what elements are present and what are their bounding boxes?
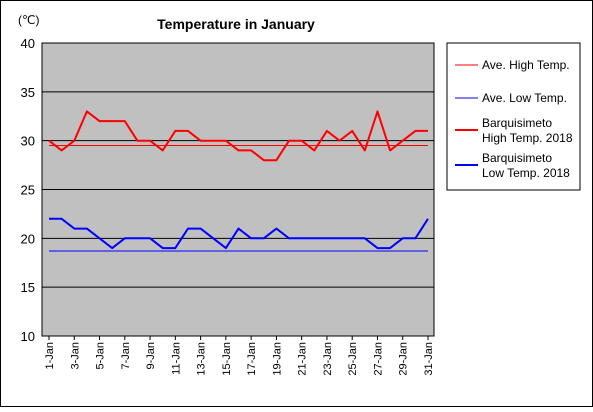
legend-label: Ave. High Temp. <box>482 58 570 72</box>
y-tick-label: 40 <box>21 36 35 51</box>
x-tick-label: 1-Jan <box>44 342 56 370</box>
unit-label: (℃) <box>18 13 39 27</box>
series-lines <box>48 110 429 252</box>
x-axis-ticks: 1-Jan 3-Jan 5-Jan 7-Jan 9-Jan 11-Jan 13-Jan 15-… <box>44 336 435 376</box>
y-axis-ticks: 10 15 20 25 30 35 40 <box>21 36 35 344</box>
series-line <box>48 110 428 162</box>
legend-label: High Temp. 2018 <box>482 131 573 145</box>
legend-label: Barquisimeto <box>482 116 552 130</box>
x-tick-label: 17-Jan <box>246 342 258 376</box>
legend-label: Ave. Low Temp. <box>482 91 567 105</box>
x-tick-label: 25-Jan <box>347 342 359 376</box>
x-tick-label: 9-Jan <box>145 342 157 370</box>
legend: Ave. High Temp. Ave. Low Temp. Barquisimet… <box>455 58 573 180</box>
x-tick-label: 15-Jan <box>221 342 233 376</box>
y-tick-label: 20 <box>21 231 35 246</box>
x-tick-label: 3-Jan <box>69 342 81 370</box>
x-tick-label: 5-Jan <box>95 342 107 370</box>
y-tick-label: 10 <box>21 329 35 344</box>
x-tick-label: 29-Jan <box>398 342 410 376</box>
y-tick-label: 35 <box>21 85 35 100</box>
x-tick-label: 23-Jan <box>322 342 334 376</box>
legend-label: Barquisimeto <box>482 151 552 165</box>
chart-title: Temperature in January <box>157 16 315 32</box>
x-tick-label: 27-Jan <box>372 342 384 376</box>
x-tick-label: 11-Jan <box>170 342 182 375</box>
x-tick-label: 31-Jan <box>423 342 435 376</box>
y-tick-label: 15 <box>21 280 35 295</box>
x-tick-label: 13-Jan <box>196 342 208 376</box>
x-tick-label: 7-Jan <box>120 342 132 370</box>
legend-label: Low Temp. 2018 <box>482 166 570 180</box>
series-line <box>49 217 429 250</box>
x-tick-label: 21-Jan <box>297 342 309 376</box>
y-tick-label: 25 <box>21 183 35 198</box>
x-tick-label: 19-Jan <box>271 342 283 376</box>
y-tick-label: 30 <box>21 134 35 149</box>
